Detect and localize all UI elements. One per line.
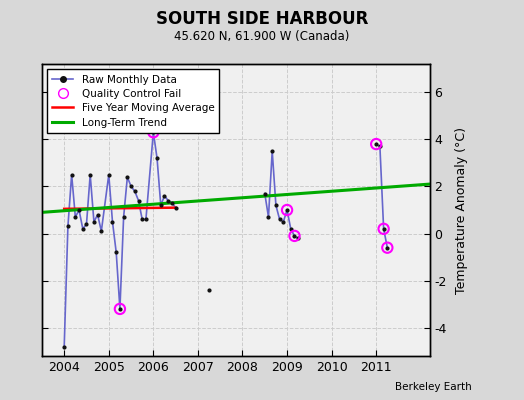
Point <box>372 141 380 147</box>
Text: 45.620 N, 61.900 W (Canada): 45.620 N, 61.900 W (Canada) <box>174 30 350 43</box>
Text: SOUTH SIDE HARBOUR: SOUTH SIDE HARBOUR <box>156 10 368 28</box>
Point <box>379 226 388 232</box>
Point <box>116 306 124 312</box>
Point <box>283 207 291 213</box>
Point <box>290 233 299 239</box>
Y-axis label: Temperature Anomaly (°C): Temperature Anomaly (°C) <box>455 126 468 294</box>
Point <box>383 244 391 251</box>
Legend: Raw Monthly Data, Quality Control Fail, Five Year Moving Average, Long-Term Tren: Raw Monthly Data, Quality Control Fail, … <box>47 69 220 133</box>
Point <box>149 129 158 136</box>
Text: Berkeley Earth: Berkeley Earth <box>395 382 472 392</box>
